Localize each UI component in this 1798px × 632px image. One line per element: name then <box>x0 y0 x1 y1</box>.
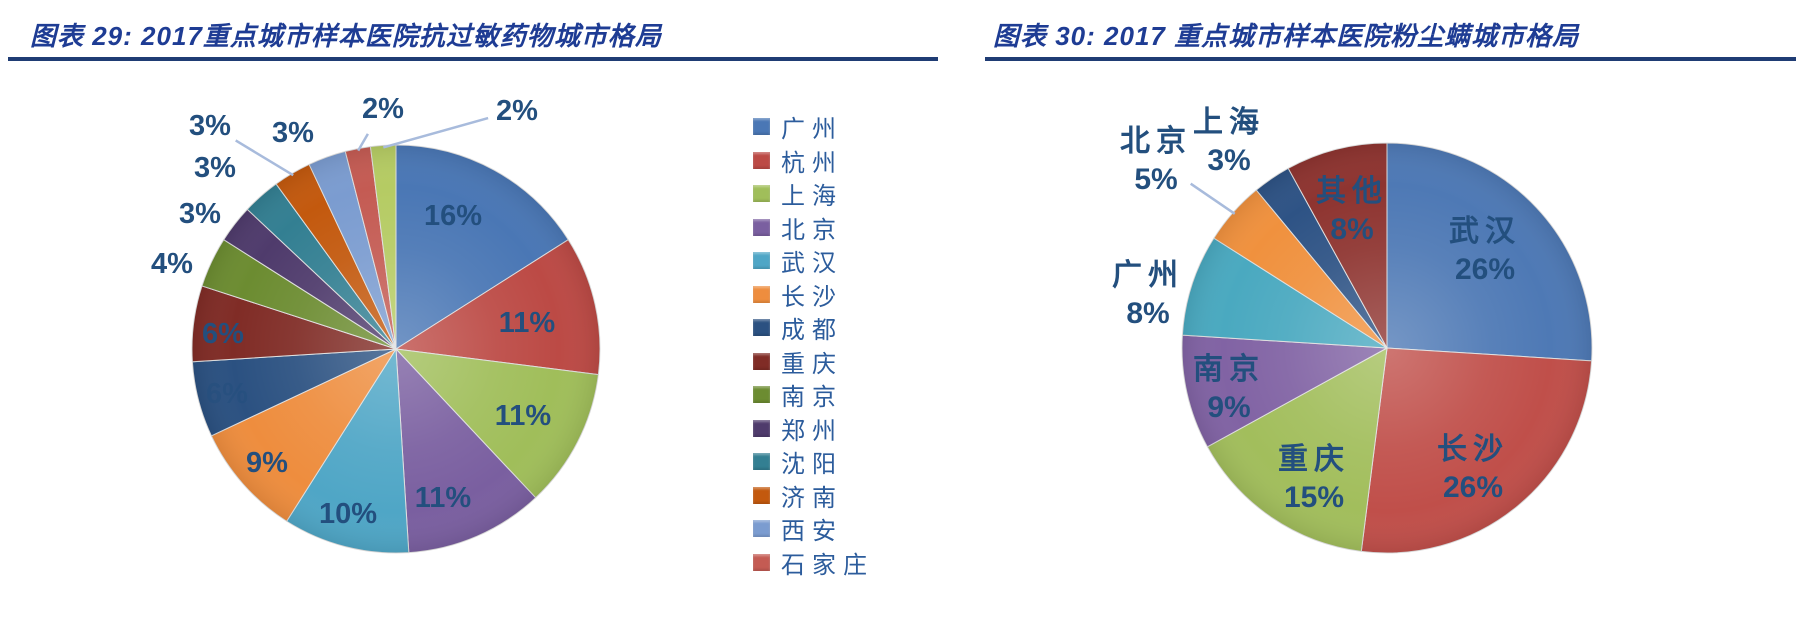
slice-label: 3% <box>179 198 221 230</box>
legend-item: 北京 <box>753 211 874 245</box>
legend-swatch <box>753 252 770 270</box>
slice-label: 其他 8% <box>1316 175 1388 246</box>
slice-label: 2% <box>362 93 404 125</box>
legend-label: 杭州 <box>781 149 843 177</box>
legend-label: 石家庄 <box>781 551 874 579</box>
legend-swatch <box>753 520 770 538</box>
legend-label: 武汉 <box>781 250 843 278</box>
legend-item: 沈阳 <box>753 445 874 479</box>
legend-swatch <box>753 486 770 504</box>
legend-label: 济南 <box>781 484 843 512</box>
legend-item: 武汉 <box>753 244 874 278</box>
legend-item: 杭州 <box>753 144 874 178</box>
legend-swatch <box>753 319 770 337</box>
slice-label: 3% <box>189 110 231 142</box>
legend-item: 广州 <box>753 110 874 144</box>
leader-line <box>382 116 489 149</box>
slice-label: 上海 3% <box>1193 106 1265 177</box>
pie-1: 武汉 26% 长沙 26% 重庆 15%南京 9%广州 8% 北京 5%上海 3% 其他 8% <box>1112 106 1593 554</box>
figure-30-divider <box>985 57 1796 61</box>
legend-item: 长沙 <box>753 278 874 312</box>
legend-label: 北京 <box>781 216 843 244</box>
slice-label: 10% <box>319 498 377 530</box>
legend-item: 重庆 <box>753 345 874 379</box>
slice-label: 3% <box>194 152 236 184</box>
legend-label: 长沙 <box>781 283 843 311</box>
legend-label: 南京 <box>781 384 843 412</box>
legend-swatch <box>753 419 770 437</box>
leader-line <box>1189 182 1236 215</box>
figure-30-title: 图表 30: 2017 重点城市样本医院粉尘螨城市格局 <box>993 21 1580 51</box>
legend-swatch <box>753 285 770 303</box>
legend-item: 石家庄 <box>753 546 874 580</box>
slice-label: 11% <box>499 307 556 339</box>
legend-label: 上海 <box>781 183 843 211</box>
legend-swatch <box>753 386 770 404</box>
slice-label: 重庆 15% <box>1278 443 1350 514</box>
legend-item: 郑州 <box>753 412 874 446</box>
legend-item: 南京 <box>753 378 874 412</box>
legend-item: 成都 <box>753 311 874 345</box>
legend-swatch <box>753 553 770 571</box>
legend-item: 西安 <box>753 512 874 546</box>
pie-0: 16% 11% 11% 11% 10% 9% 6% 6% 4% 3% 3% 3% 3% 2% 2% <box>151 93 601 554</box>
slice-label: 6% <box>206 378 248 410</box>
slice-label: 2% <box>496 95 538 127</box>
legend-label: 郑州 <box>781 417 843 445</box>
figure-29-title: 图表 29: 2017重点城市样本医院抗过敏药物城市格局 <box>30 21 662 51</box>
legend-swatch <box>753 185 770 203</box>
legend-label: 沈阳 <box>781 451 843 479</box>
slice-label: 北京 5% <box>1120 124 1192 196</box>
slice-label: 6% <box>202 318 244 350</box>
leader-line <box>357 133 369 152</box>
slice-label: 4% <box>151 248 193 280</box>
slice-label: 长沙 26% <box>1437 433 1509 504</box>
legend-label: 广州 <box>781 116 843 144</box>
legend-swatch <box>753 218 770 236</box>
slice-label: 16% <box>424 200 482 232</box>
legend-label: 成都 <box>781 317 843 345</box>
slice-label: 3% <box>272 117 314 149</box>
legend-swatch <box>753 352 770 370</box>
slice-label: 11% <box>415 482 472 514</box>
figure-29-divider <box>8 57 938 61</box>
leader-line <box>235 139 294 177</box>
pie-sheen-overlay <box>1182 143 1592 553</box>
legend-swatch <box>753 151 770 169</box>
legend-swatch <box>753 453 770 471</box>
slice-label: 武汉 26% <box>1449 215 1521 286</box>
legend-label: 重庆 <box>781 350 843 378</box>
figure-29-legend: 广州杭州上海北京武汉长沙成都重庆南京郑州沈阳济南西安石家庄 <box>753 110 874 579</box>
legend-swatch <box>753 118 770 136</box>
legend-label: 西安 <box>781 518 843 546</box>
slice-label: 广州 8% <box>1112 259 1184 330</box>
slice-label: 南京 9% <box>1193 352 1265 424</box>
slice-label: 11% <box>495 400 552 432</box>
legend-item: 济南 <box>753 479 874 513</box>
legend-item: 上海 <box>753 177 874 211</box>
slice-label: 9% <box>246 447 288 479</box>
pie-sheen-overlay <box>192 145 600 553</box>
